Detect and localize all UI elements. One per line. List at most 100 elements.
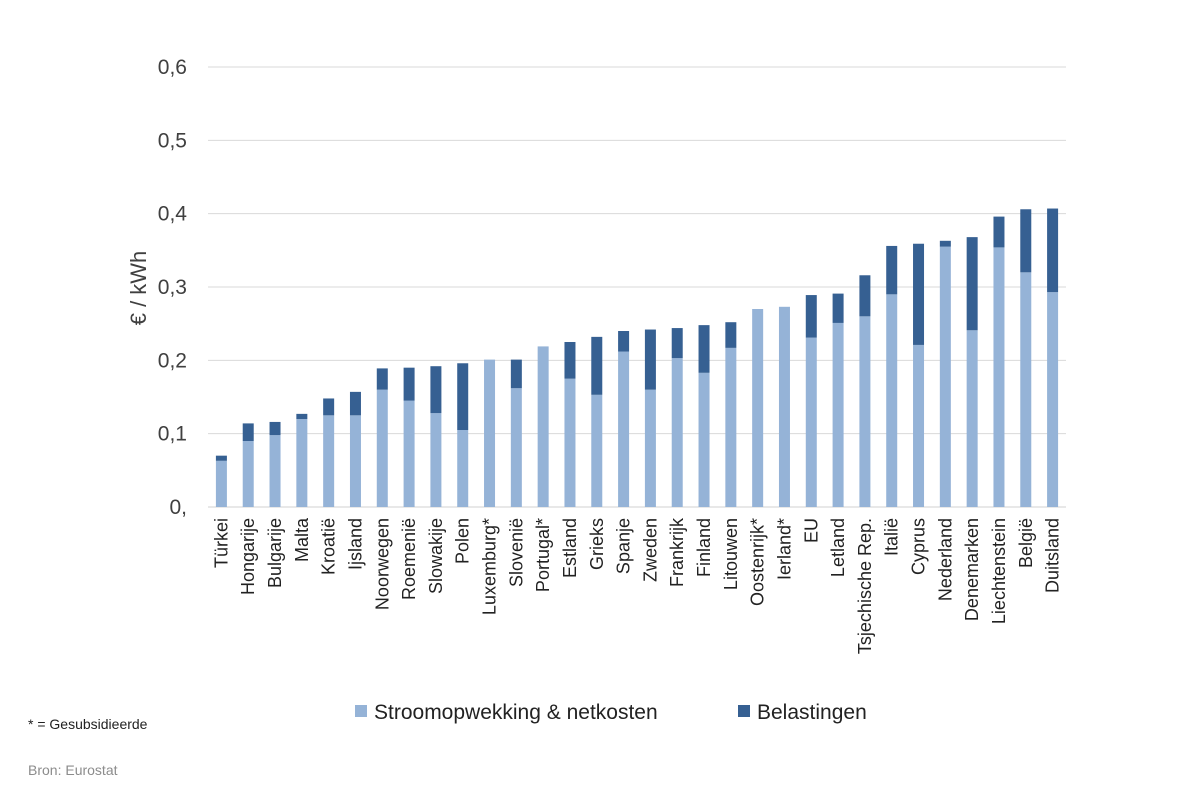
bar-tax: [725, 322, 737, 348]
bar-base: [403, 400, 415, 507]
bars: [215, 208, 1059, 507]
bar-tax: [805, 295, 817, 338]
bar-tax: [215, 455, 227, 461]
bar-base: [859, 316, 871, 507]
bar-tax: [698, 325, 710, 373]
y-tick-label: 0,6: [158, 56, 187, 79]
legend-swatch: [355, 705, 367, 717]
bar-tax: [859, 275, 871, 317]
bar-base: [966, 330, 978, 507]
legend-swatch: [738, 705, 750, 717]
category-labels: Türkei Hongarije Bulgarije Malta Kroatië Ijsl…: [211, 517, 1062, 654]
category-label: Luxemburg*: [480, 518, 500, 615]
category-label: Polen: [453, 518, 473, 564]
bar-base: [671, 358, 683, 507]
y-tick-label: 0,: [169, 496, 187, 519]
category-label: Denemarken: [962, 518, 982, 621]
bar-base: [215, 460, 227, 507]
category-label: Finland: [694, 518, 714, 577]
category-label: Cyprus: [909, 518, 929, 575]
category-label: Nederland: [935, 518, 955, 601]
category-label: Noorwegen: [372, 518, 392, 610]
category-label: Litouwen: [721, 518, 741, 590]
bar-tax: [457, 363, 469, 430]
category-label: Türkei: [211, 518, 231, 568]
bar-tax: [886, 245, 898, 295]
bar-base: [242, 441, 254, 507]
bar-base: [805, 337, 817, 507]
bar-base: [778, 306, 790, 507]
y-axis-label: € / kWh: [126, 251, 151, 326]
bar-tax: [591, 336, 603, 395]
bar-base: [349, 415, 361, 507]
bar-base: [296, 419, 308, 507]
bar-tax: [993, 216, 1005, 248]
category-label: Oostenrijk*: [748, 518, 768, 606]
bar-base: [913, 344, 925, 507]
category-label: Duitsland: [1043, 518, 1063, 593]
bar-tax: [644, 329, 656, 390]
category-label: Ijsland: [345, 518, 365, 570]
gridlines: [208, 66, 1066, 508]
bar-base: [698, 372, 710, 507]
bar-base: [323, 415, 335, 507]
y-tick-label: 0,4: [158, 203, 188, 226]
bar-base: [939, 246, 951, 507]
bar-base: [618, 351, 630, 507]
bar-base: [269, 435, 281, 507]
bar-base: [1047, 292, 1059, 507]
category-label: België: [1016, 518, 1036, 568]
bar-base: [457, 430, 469, 507]
category-label: Liechtenstein: [989, 518, 1009, 624]
bar-tax: [430, 366, 442, 414]
footnote: * = Gesubsidieerde: [28, 716, 148, 732]
category-label: Spanje: [614, 518, 634, 574]
bar-tax: [242, 423, 254, 441]
category-label: Roemenië: [399, 518, 419, 600]
y-axis-ticks: 0, 0,1 0,2 0,3 0,4 0,5 0,6: [158, 56, 188, 519]
bar-base: [537, 346, 549, 507]
bar-base: [510, 388, 522, 507]
bar-tax: [1047, 208, 1059, 293]
bar-base: [484, 359, 496, 507]
legend: Stroomopwekking & netkosten Belastingen: [355, 701, 867, 724]
bar-tax: [510, 359, 522, 389]
bar-base: [752, 309, 764, 507]
bar-tax: [269, 421, 281, 436]
bar-base: [564, 378, 576, 507]
bar-base: [591, 394, 603, 507]
bar-base: [993, 247, 1005, 507]
category-label: Malta: [292, 517, 312, 562]
bar-base: [725, 347, 737, 507]
bar-base: [886, 294, 898, 507]
category-label: Portugal*: [533, 518, 553, 592]
bar-tax: [564, 342, 576, 379]
y-tick-label: 0,1: [158, 423, 187, 446]
category-label: Letland: [828, 518, 848, 577]
bar-base: [430, 413, 442, 507]
category-label: Bulgarije: [265, 518, 285, 588]
y-tick-label: 0,3: [158, 276, 187, 299]
bar-tax: [966, 237, 978, 331]
category-label: Italië: [882, 518, 902, 556]
category-label: Ierland*: [774, 518, 794, 580]
category-label: EU: [801, 518, 821, 543]
bar-tax: [323, 398, 335, 416]
source-note: Bron: Eurostat: [28, 762, 118, 778]
bar-base: [832, 322, 844, 507]
y-tick-label: 0,5: [158, 129, 187, 152]
legend-label: Belastingen: [757, 701, 867, 724]
category-label: Zweden: [640, 518, 660, 582]
category-label: Slowakije: [426, 518, 446, 594]
bar-tax: [403, 367, 415, 401]
bar-tax: [832, 293, 844, 323]
bar-tax: [939, 240, 951, 247]
bar-base: [376, 389, 388, 507]
bar-tax: [376, 368, 388, 390]
legend-label: Stroomopwekking & netkosten: [374, 701, 658, 724]
bar-tax: [1020, 209, 1032, 273]
category-label: Tsjechische Rep.: [855, 518, 875, 654]
y-tick-label: 0,2: [158, 349, 187, 372]
category-label: Grieks: [587, 518, 607, 570]
